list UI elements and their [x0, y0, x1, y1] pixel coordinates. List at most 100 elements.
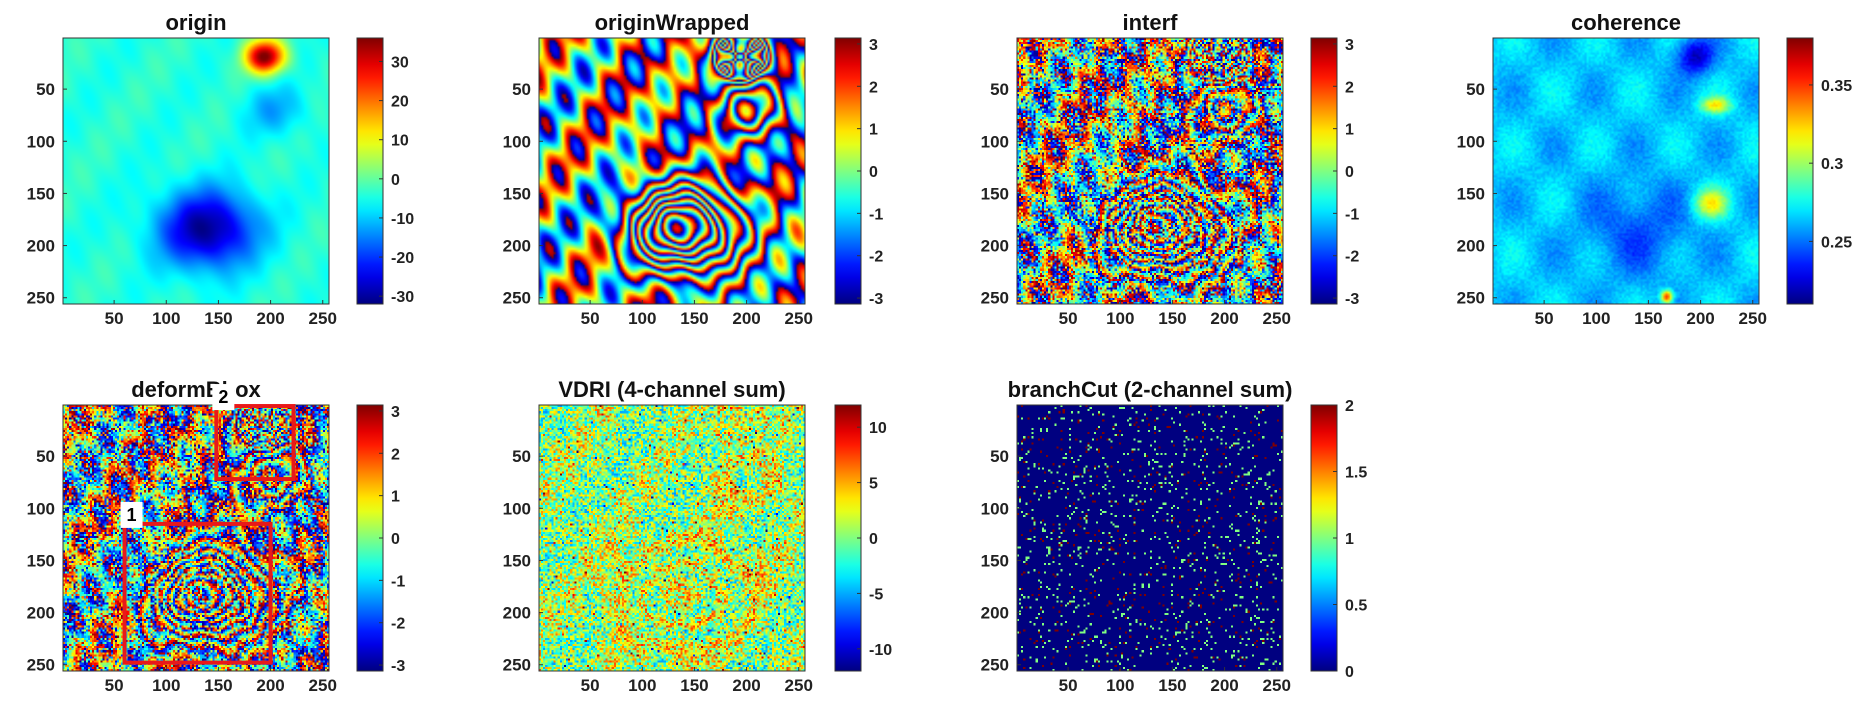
- colorbar-tick-label: -2: [391, 616, 405, 633]
- panel-title: interf: [1123, 10, 1179, 35]
- panel-title: deformBbox: [131, 377, 261, 402]
- x-tick-label: 200: [1210, 676, 1238, 695]
- x-tick-label: 250: [309, 309, 337, 328]
- y-tick-label: 200: [27, 604, 55, 623]
- x-tick-label: 50: [105, 676, 124, 695]
- colorbar-tick-label: -2: [869, 249, 883, 266]
- colorbar-tick-label: 0: [391, 172, 400, 189]
- colorbar-tick-label: 1: [1345, 531, 1354, 548]
- x-tick-label: 250: [309, 676, 337, 695]
- x-tick-label: 200: [732, 676, 760, 695]
- colorbar-tick-label: 0: [391, 531, 400, 548]
- y-tick-label: 200: [981, 237, 1009, 256]
- heatmap-image: [1493, 38, 1759, 304]
- bbox-label-2: 2: [218, 387, 228, 407]
- colorbar-tick-label: -1: [391, 573, 405, 590]
- panel-6: branchCut (2-channel sum) 50 100 150 200 250 5…: [981, 377, 1368, 695]
- x-tick-label: 50: [581, 676, 600, 695]
- colorbar-tick-label: 0: [869, 164, 878, 181]
- x-tick-label: 200: [732, 309, 760, 328]
- y-tick-label: 150: [1457, 184, 1485, 203]
- colorbar: [356, 37, 384, 305]
- x-tick-label: 100: [1582, 309, 1610, 328]
- x-tick-label: 200: [256, 309, 284, 328]
- y-tick-label: 100: [503, 132, 531, 151]
- y-tick-label: 250: [981, 289, 1009, 308]
- y-tick-label: 150: [981, 184, 1009, 203]
- axes-frame: [1016, 404, 1284, 672]
- y-tick-label: 50: [512, 447, 531, 466]
- colorbar-tick-label: 0: [1345, 164, 1354, 181]
- colorbar-tick-label: 1: [1345, 122, 1354, 139]
- colorbar-tick-label: -1: [869, 206, 883, 223]
- y-tick-label: 150: [503, 551, 531, 570]
- colorbar-tick-label: 0: [869, 531, 878, 548]
- colorbar-tick-label: 0.5: [1345, 598, 1367, 615]
- bbox-label-bg: [120, 501, 143, 528]
- colorbar: [834, 37, 862, 305]
- x-tick-label: 100: [628, 676, 656, 695]
- x-tick-label: 100: [152, 676, 180, 695]
- x-tick-label: 100: [628, 309, 656, 328]
- y-tick-label: 100: [981, 499, 1009, 518]
- colorbar-tick-label: -10: [869, 642, 892, 659]
- y-tick-label: 250: [27, 289, 55, 308]
- y-tick-label: 250: [1457, 289, 1485, 308]
- y-tick-label: 150: [27, 551, 55, 570]
- bbox-label-1: 1: [127, 505, 137, 525]
- colorbar-tick-label: -3: [869, 291, 883, 308]
- colorbar-tick-label: 2: [1345, 398, 1354, 415]
- colorbar: [1310, 37, 1338, 305]
- panel-title: branchCut (2-channel sum): [1008, 377, 1293, 402]
- heatmap-image: [539, 38, 805, 304]
- y-tick-label: 150: [27, 184, 55, 203]
- colorbar-tick-label: -1: [1345, 206, 1359, 223]
- x-tick-label: 150: [204, 309, 232, 328]
- x-tick-label: 150: [680, 676, 708, 695]
- colorbar-tick-label: -30: [391, 289, 414, 306]
- y-tick-label: 250: [503, 289, 531, 308]
- heatmap-image: [1017, 405, 1283, 671]
- bbox-2: [214, 404, 296, 482]
- x-tick-label: 100: [152, 309, 180, 328]
- y-tick-label: 50: [1466, 80, 1485, 99]
- x-tick-label: 200: [1210, 309, 1238, 328]
- x-tick-label: 150: [1158, 676, 1186, 695]
- x-tick-label: 250: [1263, 676, 1291, 695]
- colorbar: [1786, 37, 1814, 305]
- x-tick-label: 200: [1686, 309, 1714, 328]
- y-tick-label: 200: [503, 237, 531, 256]
- x-tick-label: 150: [204, 676, 232, 695]
- y-tick-label: 50: [36, 80, 55, 99]
- colorbar-tick-label: -20: [391, 250, 414, 267]
- colorbar-tick-label: 2: [391, 446, 400, 463]
- y-tick-label: 100: [503, 499, 531, 518]
- panel-title: coherence: [1571, 10, 1681, 35]
- y-tick-label: 200: [981, 604, 1009, 623]
- y-tick-label: 200: [503, 604, 531, 623]
- axes-frame: [538, 404, 806, 672]
- panel-title: VDRI (4-channel sum): [558, 377, 785, 402]
- y-tick-label: 250: [27, 656, 55, 675]
- x-tick-label: 150: [680, 309, 708, 328]
- colorbar-tick-label: -3: [1345, 291, 1359, 308]
- x-tick-label: 100: [1106, 676, 1134, 695]
- colorbar-tick-label: 30: [391, 54, 409, 71]
- colorbar: [356, 404, 384, 672]
- colorbar-tick-label: 2: [1345, 79, 1354, 96]
- panel-5: VDRI (4-channel sum)50 100 150 200 250501001…: [503, 377, 893, 695]
- heatmap-image: [539, 405, 805, 671]
- y-tick-label: 50: [990, 80, 1009, 99]
- bbox-label-bg: [212, 384, 235, 411]
- panel-1: originWrapped 50 100 150 200 250 50 100 150 200 25…: [503, 10, 884, 328]
- y-tick-label: 150: [981, 551, 1009, 570]
- y-tick-label: 150: [503, 184, 531, 203]
- colorbar-tick-label: 0.35: [1821, 78, 1852, 95]
- y-tick-label: 100: [981, 132, 1009, 151]
- y-tick-label: 50: [512, 80, 531, 99]
- x-tick-label: 100: [1106, 309, 1134, 328]
- x-tick-label: 250: [785, 309, 813, 328]
- colorbar-tick-label: 10: [391, 133, 409, 150]
